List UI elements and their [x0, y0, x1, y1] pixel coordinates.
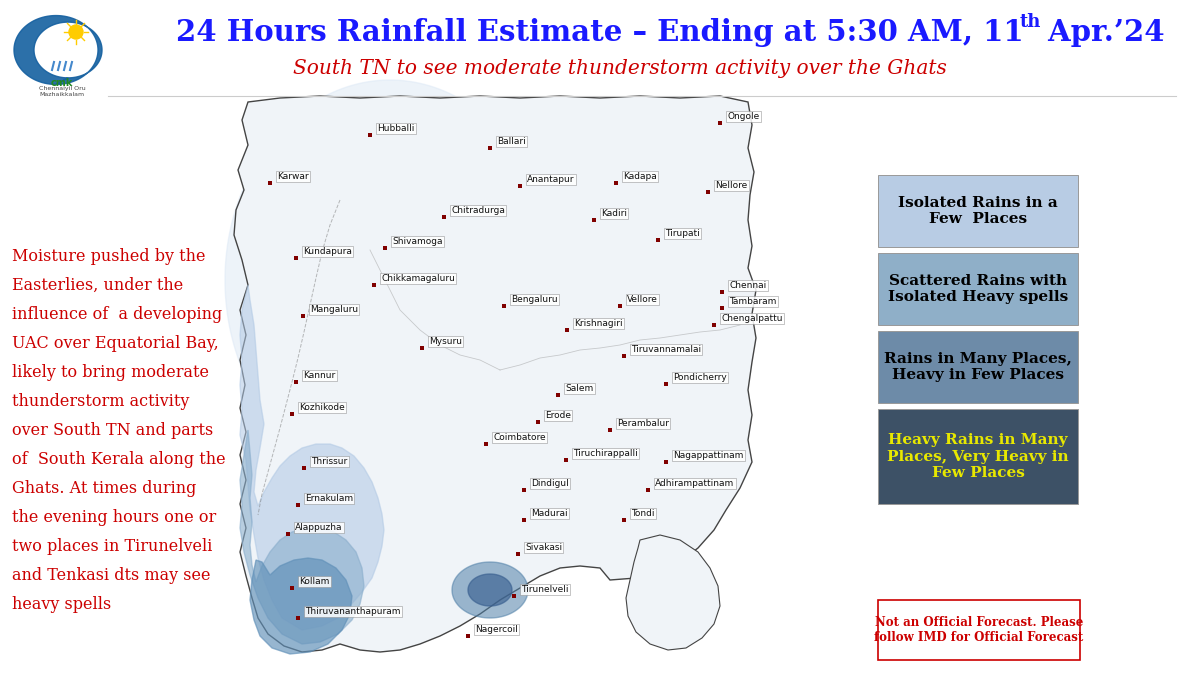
Text: Anantapur: Anantapur — [527, 175, 575, 184]
Text: Heavy Rains in Many
Places, Very Heavy in
Few Places: Heavy Rains in Many Places, Very Heavy i… — [887, 433, 1069, 480]
Text: over South TN and parts: over South TN and parts — [12, 422, 214, 439]
Text: cmk: cmk — [50, 78, 73, 88]
Text: Ernakulam: Ernakulam — [305, 494, 353, 503]
Text: Madurai: Madurai — [530, 509, 568, 518]
Text: influence of  a developing: influence of a developing — [12, 306, 222, 323]
Text: Perambalur: Perambalur — [617, 419, 670, 428]
Polygon shape — [452, 562, 528, 618]
Circle shape — [40, 40, 64, 64]
Text: Thrissur: Thrissur — [311, 457, 347, 466]
Text: UAC over Equatorial Bay,: UAC over Equatorial Bay, — [12, 335, 218, 352]
Text: Salem: Salem — [565, 384, 593, 393]
Polygon shape — [240, 285, 384, 630]
Text: Hubballi: Hubballi — [377, 124, 414, 133]
Text: Chengalpattu: Chengalpattu — [721, 314, 782, 323]
Text: Chikkamagaluru: Chikkamagaluru — [382, 274, 455, 283]
Text: th: th — [1020, 13, 1042, 31]
Text: Karwar: Karwar — [277, 172, 308, 181]
Text: Chitradurga: Chitradurga — [451, 206, 505, 215]
Text: of  South Kerala along the: of South Kerala along the — [12, 451, 226, 468]
Text: Chennai: Chennai — [730, 281, 767, 290]
Text: Not an Official Forecast. Please
follow IMD for Official Forecast: Not an Official Forecast. Please follow … — [875, 616, 1084, 644]
Polygon shape — [450, 185, 740, 460]
Text: two places in Tirunelveli: two places in Tirunelveli — [12, 538, 212, 555]
Text: Rains in Many Places,
Heavy in Few Places: Rains in Many Places, Heavy in Few Place… — [884, 352, 1072, 382]
Polygon shape — [14, 16, 102, 84]
Text: Tiruvannamalai: Tiruvannamalai — [631, 345, 701, 354]
Text: 24 Hours Rainfall Estimate – Ending at 5:30 AM, 11: 24 Hours Rainfall Estimate – Ending at 5… — [176, 17, 1024, 46]
Text: and Tenkasi dts may see: and Tenkasi dts may see — [12, 567, 210, 584]
Text: Pondicherry: Pondicherry — [673, 373, 727, 382]
Text: Isolated Rains in a
Few  Places: Isolated Rains in a Few Places — [898, 196, 1058, 226]
Polygon shape — [468, 574, 512, 606]
Text: Scattered Rains with
Isolated Heavy spells: Scattered Rains with Isolated Heavy spel… — [888, 274, 1068, 304]
Text: Ongole: Ongole — [727, 112, 760, 121]
Text: Tirupati: Tirupati — [665, 229, 700, 238]
Text: Ballari: Ballari — [497, 137, 526, 146]
Text: Kadiri: Kadiri — [601, 209, 628, 218]
Text: Apr.’24: Apr.’24 — [1038, 17, 1165, 46]
FancyBboxPatch shape — [878, 331, 1078, 403]
Text: Tirunelveli: Tirunelveli — [521, 585, 569, 594]
Text: thunderstorm activity: thunderstorm activity — [12, 393, 190, 410]
FancyBboxPatch shape — [878, 600, 1080, 660]
Text: Tondi: Tondi — [631, 509, 654, 518]
Text: Adhirampattinam: Adhirampattinam — [655, 479, 734, 488]
Polygon shape — [226, 80, 554, 480]
Text: likely to bring moderate: likely to bring moderate — [12, 364, 209, 381]
Text: Mangaluru: Mangaluru — [310, 305, 358, 314]
Text: Easterlies, under the: Easterlies, under the — [12, 277, 184, 294]
Circle shape — [61, 41, 83, 63]
Text: Bengaluru: Bengaluru — [511, 295, 558, 304]
Text: Mysuru: Mysuru — [430, 337, 462, 346]
FancyBboxPatch shape — [878, 409, 1078, 504]
Text: Tiruchirappalli: Tiruchirappalli — [574, 449, 637, 458]
Text: Kannur: Kannur — [302, 371, 335, 380]
Circle shape — [46, 32, 78, 64]
Text: Kollam: Kollam — [299, 577, 329, 586]
Text: South TN to see moderate thunderstorm activity over the Ghats: South TN to see moderate thunderstorm ac… — [293, 59, 947, 77]
Text: Erode: Erode — [545, 411, 571, 420]
Polygon shape — [234, 96, 756, 652]
Text: Alappuzha: Alappuzha — [295, 523, 342, 532]
Text: Kundapura: Kundapura — [302, 247, 352, 256]
FancyBboxPatch shape — [878, 175, 1078, 247]
Circle shape — [70, 25, 83, 39]
FancyBboxPatch shape — [878, 253, 1078, 325]
Polygon shape — [240, 430, 364, 644]
Text: Chennaiyil Oru
Mazhaikkalam: Chennaiyil Oru Mazhaikkalam — [38, 86, 85, 97]
Text: Sivakasi: Sivakasi — [526, 543, 562, 552]
Text: heavy spells: heavy spells — [12, 596, 112, 613]
Text: Kozhikode: Kozhikode — [299, 403, 344, 412]
Text: Tambaram: Tambaram — [730, 297, 776, 306]
Polygon shape — [626, 535, 720, 650]
Polygon shape — [250, 558, 352, 654]
Text: Nagercoil: Nagercoil — [475, 625, 518, 634]
Text: Coimbatore: Coimbatore — [493, 433, 546, 442]
Text: Kadapa: Kadapa — [623, 172, 656, 181]
Text: Nagappattinam: Nagappattinam — [673, 451, 743, 460]
Text: Krishnagiri: Krishnagiri — [574, 319, 623, 328]
Text: Moisture pushed by the: Moisture pushed by the — [12, 248, 205, 265]
Text: Dindigul: Dindigul — [530, 479, 569, 488]
Text: Ghats. At times during: Ghats. At times during — [12, 480, 197, 497]
Text: Thiruvananthapuram: Thiruvananthapuram — [305, 607, 401, 616]
Text: Vellore: Vellore — [628, 295, 658, 304]
Text: Nellore: Nellore — [715, 181, 748, 190]
Text: Shivamoga: Shivamoga — [392, 237, 443, 246]
Text: the evening hours one or: the evening hours one or — [12, 509, 216, 526]
